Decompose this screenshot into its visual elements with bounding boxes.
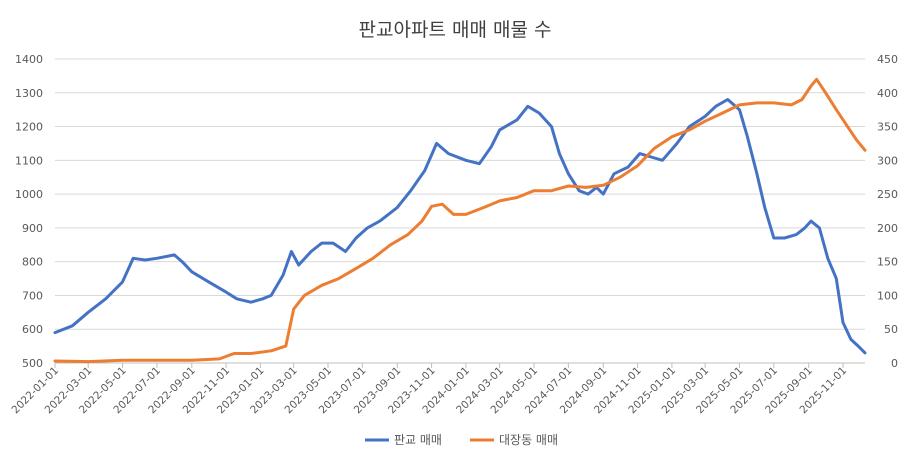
series-line-daejang xyxy=(53,77,867,364)
y-tick-label: 700 xyxy=(22,289,43,302)
chart-title: 판교아파트 매매 매물 수 xyxy=(359,19,552,41)
y-tick-label: 1000 xyxy=(15,188,43,201)
y-tick-label: 600 xyxy=(22,323,43,336)
legend: 판교 매매 대장동 매매 xyxy=(365,433,558,447)
series-lines xyxy=(53,77,867,364)
legend-label-pangyo: 판교 매매 xyxy=(394,433,442,447)
y-tick-label: 900 xyxy=(22,222,43,235)
y-tick-label: 1200 xyxy=(15,121,43,134)
y2-tick-label: 200 xyxy=(877,222,898,235)
y2-tick-label: 350 xyxy=(877,121,898,134)
y-tick-label: 1300 xyxy=(15,87,43,100)
y-tick-label: 1400 xyxy=(15,53,43,66)
y2-tick-label: 150 xyxy=(877,256,898,269)
y-tick-label: 1100 xyxy=(15,154,43,167)
y-axis-right: 0 50 100 150 200 250 300 350 400 450 xyxy=(877,53,898,370)
y-tick-label: 500 xyxy=(22,357,43,370)
gridlines xyxy=(55,58,865,364)
y-axis-left: 500 600 700 800 900 1000 1100 1200 1300 1400 xyxy=(15,53,43,370)
legend-label-daejang: 대장동 매매 xyxy=(499,433,558,447)
y-tick-label: 800 xyxy=(22,256,43,269)
y2-tick-label: 300 xyxy=(877,154,898,167)
series-line-pangyo xyxy=(53,98,867,355)
y2-tick-label: 400 xyxy=(877,87,898,100)
y2-tick-label: 0 xyxy=(891,357,898,370)
y2-tick-label: 100 xyxy=(877,289,898,302)
y2-tick-label: 450 xyxy=(877,53,898,66)
y2-tick-label: 250 xyxy=(877,188,898,201)
y2-tick-label: 50 xyxy=(884,323,898,336)
